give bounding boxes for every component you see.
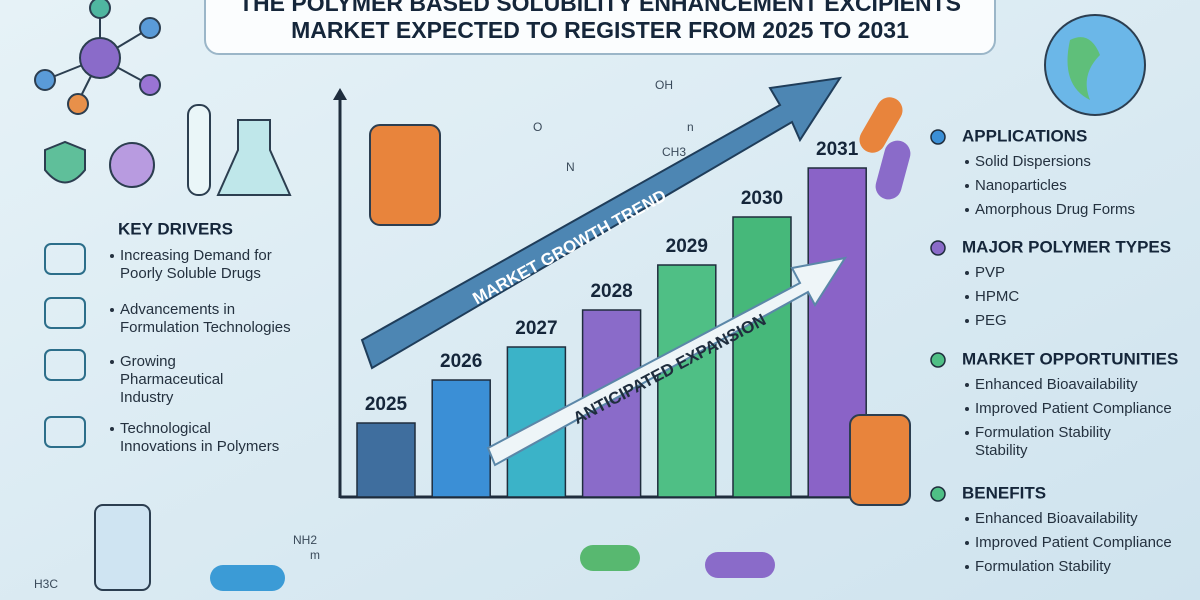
section-heading: KEY DRIVERS bbox=[118, 219, 233, 238]
driver-text: Poorly Soluble Drugs bbox=[120, 265, 261, 282]
driver-icon bbox=[44, 349, 86, 381]
driver-icon bbox=[44, 416, 86, 448]
growth-bar bbox=[732, 216, 792, 498]
bullet bbox=[965, 208, 969, 212]
bottle bbox=[369, 124, 441, 226]
axis-arrow bbox=[333, 88, 347, 100]
chem-label: CH3 bbox=[662, 145, 686, 159]
driver-text: Growing bbox=[120, 353, 176, 370]
bullet bbox=[965, 541, 969, 545]
pill bbox=[210, 565, 285, 591]
bullet bbox=[965, 517, 969, 521]
bullet bbox=[965, 431, 969, 435]
driver-text: Technological bbox=[120, 420, 211, 437]
gear-icon bbox=[109, 142, 155, 188]
section-item: Stability bbox=[975, 442, 1028, 459]
bottle bbox=[849, 414, 911, 506]
year-label: 2028 bbox=[590, 281, 632, 302]
year-label: 2031 bbox=[816, 139, 859, 160]
expansion-arrow bbox=[486, 256, 848, 467]
section-heading: APPLICATIONS bbox=[962, 126, 1087, 145]
driver-text: Increasing Demand for bbox=[120, 247, 272, 264]
section-dot bbox=[930, 240, 946, 256]
title-box bbox=[204, 0, 996, 55]
molecule-icon bbox=[34, 0, 161, 115]
bullet bbox=[965, 295, 969, 299]
chem-label: H3C bbox=[34, 577, 58, 591]
section-item: HPMC bbox=[975, 288, 1019, 305]
test-tube bbox=[187, 104, 211, 196]
driver-text: Advancements in bbox=[120, 301, 235, 318]
chem-label: N bbox=[566, 160, 575, 174]
section-item: Formulation Stability bbox=[975, 558, 1111, 575]
section-heading: MARKET OPPORTUNITIES bbox=[962, 349, 1178, 368]
section-heading: MAJOR POLYMER TYPES bbox=[962, 237, 1171, 256]
flask bbox=[216, 119, 292, 196]
bullet bbox=[965, 160, 969, 164]
bullet bbox=[110, 360, 114, 364]
bottle bbox=[94, 504, 151, 591]
title-line: MARKET EXPECTED TO REGISTER FROM 2025 TO… bbox=[291, 17, 909, 43]
bullet bbox=[965, 319, 969, 323]
driver-icon bbox=[44, 243, 86, 275]
section-item: Solid Dispersions bbox=[975, 153, 1091, 170]
chem-label: NH2 bbox=[293, 533, 317, 547]
section-item: Formulation Stability bbox=[975, 424, 1111, 441]
section-dot bbox=[930, 486, 946, 502]
bullet bbox=[110, 254, 114, 258]
pill bbox=[580, 545, 640, 571]
growth-arrow bbox=[360, 76, 843, 370]
year-label: 2025 bbox=[365, 394, 408, 415]
chem-label: OH bbox=[655, 78, 673, 92]
growth-bar bbox=[356, 422, 416, 498]
driver-icon bbox=[44, 297, 86, 329]
year-label: 2027 bbox=[515, 318, 557, 339]
chem-label: O bbox=[533, 120, 542, 134]
section-item: Amorphous Drug Forms bbox=[975, 201, 1135, 218]
section-item: Enhanced Bioavailability bbox=[975, 510, 1138, 527]
pill bbox=[859, 97, 903, 153]
shield-icon bbox=[44, 140, 86, 184]
bullet bbox=[965, 271, 969, 275]
driver-text: Industry bbox=[120, 389, 174, 406]
bullet bbox=[965, 184, 969, 188]
year-label: 2026 bbox=[440, 351, 482, 372]
growth-bar bbox=[431, 379, 491, 498]
driver-text: Formulation Technologies bbox=[120, 319, 291, 336]
bullet bbox=[110, 308, 114, 312]
globe bbox=[1044, 14, 1146, 116]
section-item: Nanoparticles bbox=[975, 177, 1067, 194]
pill bbox=[875, 140, 911, 200]
bullet bbox=[965, 565, 969, 569]
section-item: Enhanced Bioavailability bbox=[975, 376, 1138, 393]
driver-text: Pharmaceutical bbox=[120, 371, 223, 388]
section-item: Improved Patient Compliance bbox=[975, 400, 1172, 417]
chem-label: m bbox=[310, 548, 320, 562]
year-label: 2029 bbox=[666, 236, 708, 257]
bullet bbox=[965, 407, 969, 411]
bullet bbox=[110, 427, 114, 431]
driver-text: Innovations in Polymers bbox=[120, 438, 279, 455]
section-item: PEG bbox=[975, 312, 1007, 329]
title-line: THE POLYMER BASED SOLUBILITY ENHANCEMENT… bbox=[239, 0, 961, 16]
section-dot bbox=[930, 129, 946, 145]
bullet bbox=[965, 383, 969, 387]
section-item: PVP bbox=[975, 264, 1005, 281]
year-label: 2030 bbox=[741, 188, 783, 209]
chem-label: n bbox=[687, 120, 694, 134]
pill bbox=[705, 552, 775, 578]
globe-land bbox=[1067, 37, 1100, 100]
section-heading: BENEFITS bbox=[962, 483, 1046, 502]
section-dot bbox=[930, 352, 946, 368]
growth-bar bbox=[657, 264, 717, 498]
section-item: Improved Patient Compliance bbox=[975, 534, 1172, 551]
